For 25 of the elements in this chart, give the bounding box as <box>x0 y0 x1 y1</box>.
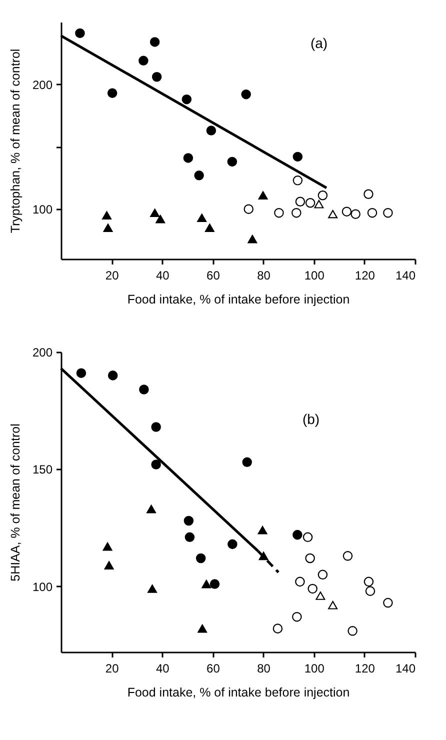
x-axis-title: Food intake, % of intake before injection <box>127 292 350 306</box>
annotation: (a) <box>310 35 328 51</box>
annotation: (b) <box>302 411 320 427</box>
x-tick-label: 20 <box>105 268 120 282</box>
y-tick-label: 200 <box>32 346 53 360</box>
x-tick-label: 80 <box>257 268 271 282</box>
x-tick-label: 20 <box>105 662 120 676</box>
x-tick-label: 120 <box>354 268 376 282</box>
y-tick-label: 150 <box>32 462 53 477</box>
x-tick-label: 100 <box>304 268 325 282</box>
y-axis-title: Tryptophan, % of mean of control <box>8 48 22 234</box>
x-tick-label: 40 <box>156 662 170 676</box>
x-tick-label: 60 <box>206 268 220 282</box>
x-tick-label: 140 <box>395 662 416 676</box>
y-tick-label: 100 <box>32 580 53 594</box>
x-tick-label: 120 <box>354 662 376 676</box>
x-axis-title: Food intake, % of intake before injection <box>127 686 350 700</box>
x-tick-label: 100 <box>304 662 325 676</box>
x-tick-label: 80 <box>257 662 271 676</box>
y-axis-title: 5HIAA, % of mean of control <box>8 424 22 582</box>
y-tick-label: 100 <box>32 202 53 217</box>
y-tick-label: 200 <box>32 78 53 92</box>
x-tick-label: 40 <box>156 268 170 282</box>
x-tick-label: 140 <box>395 268 416 282</box>
x-tick-label: 60 <box>206 662 220 676</box>
